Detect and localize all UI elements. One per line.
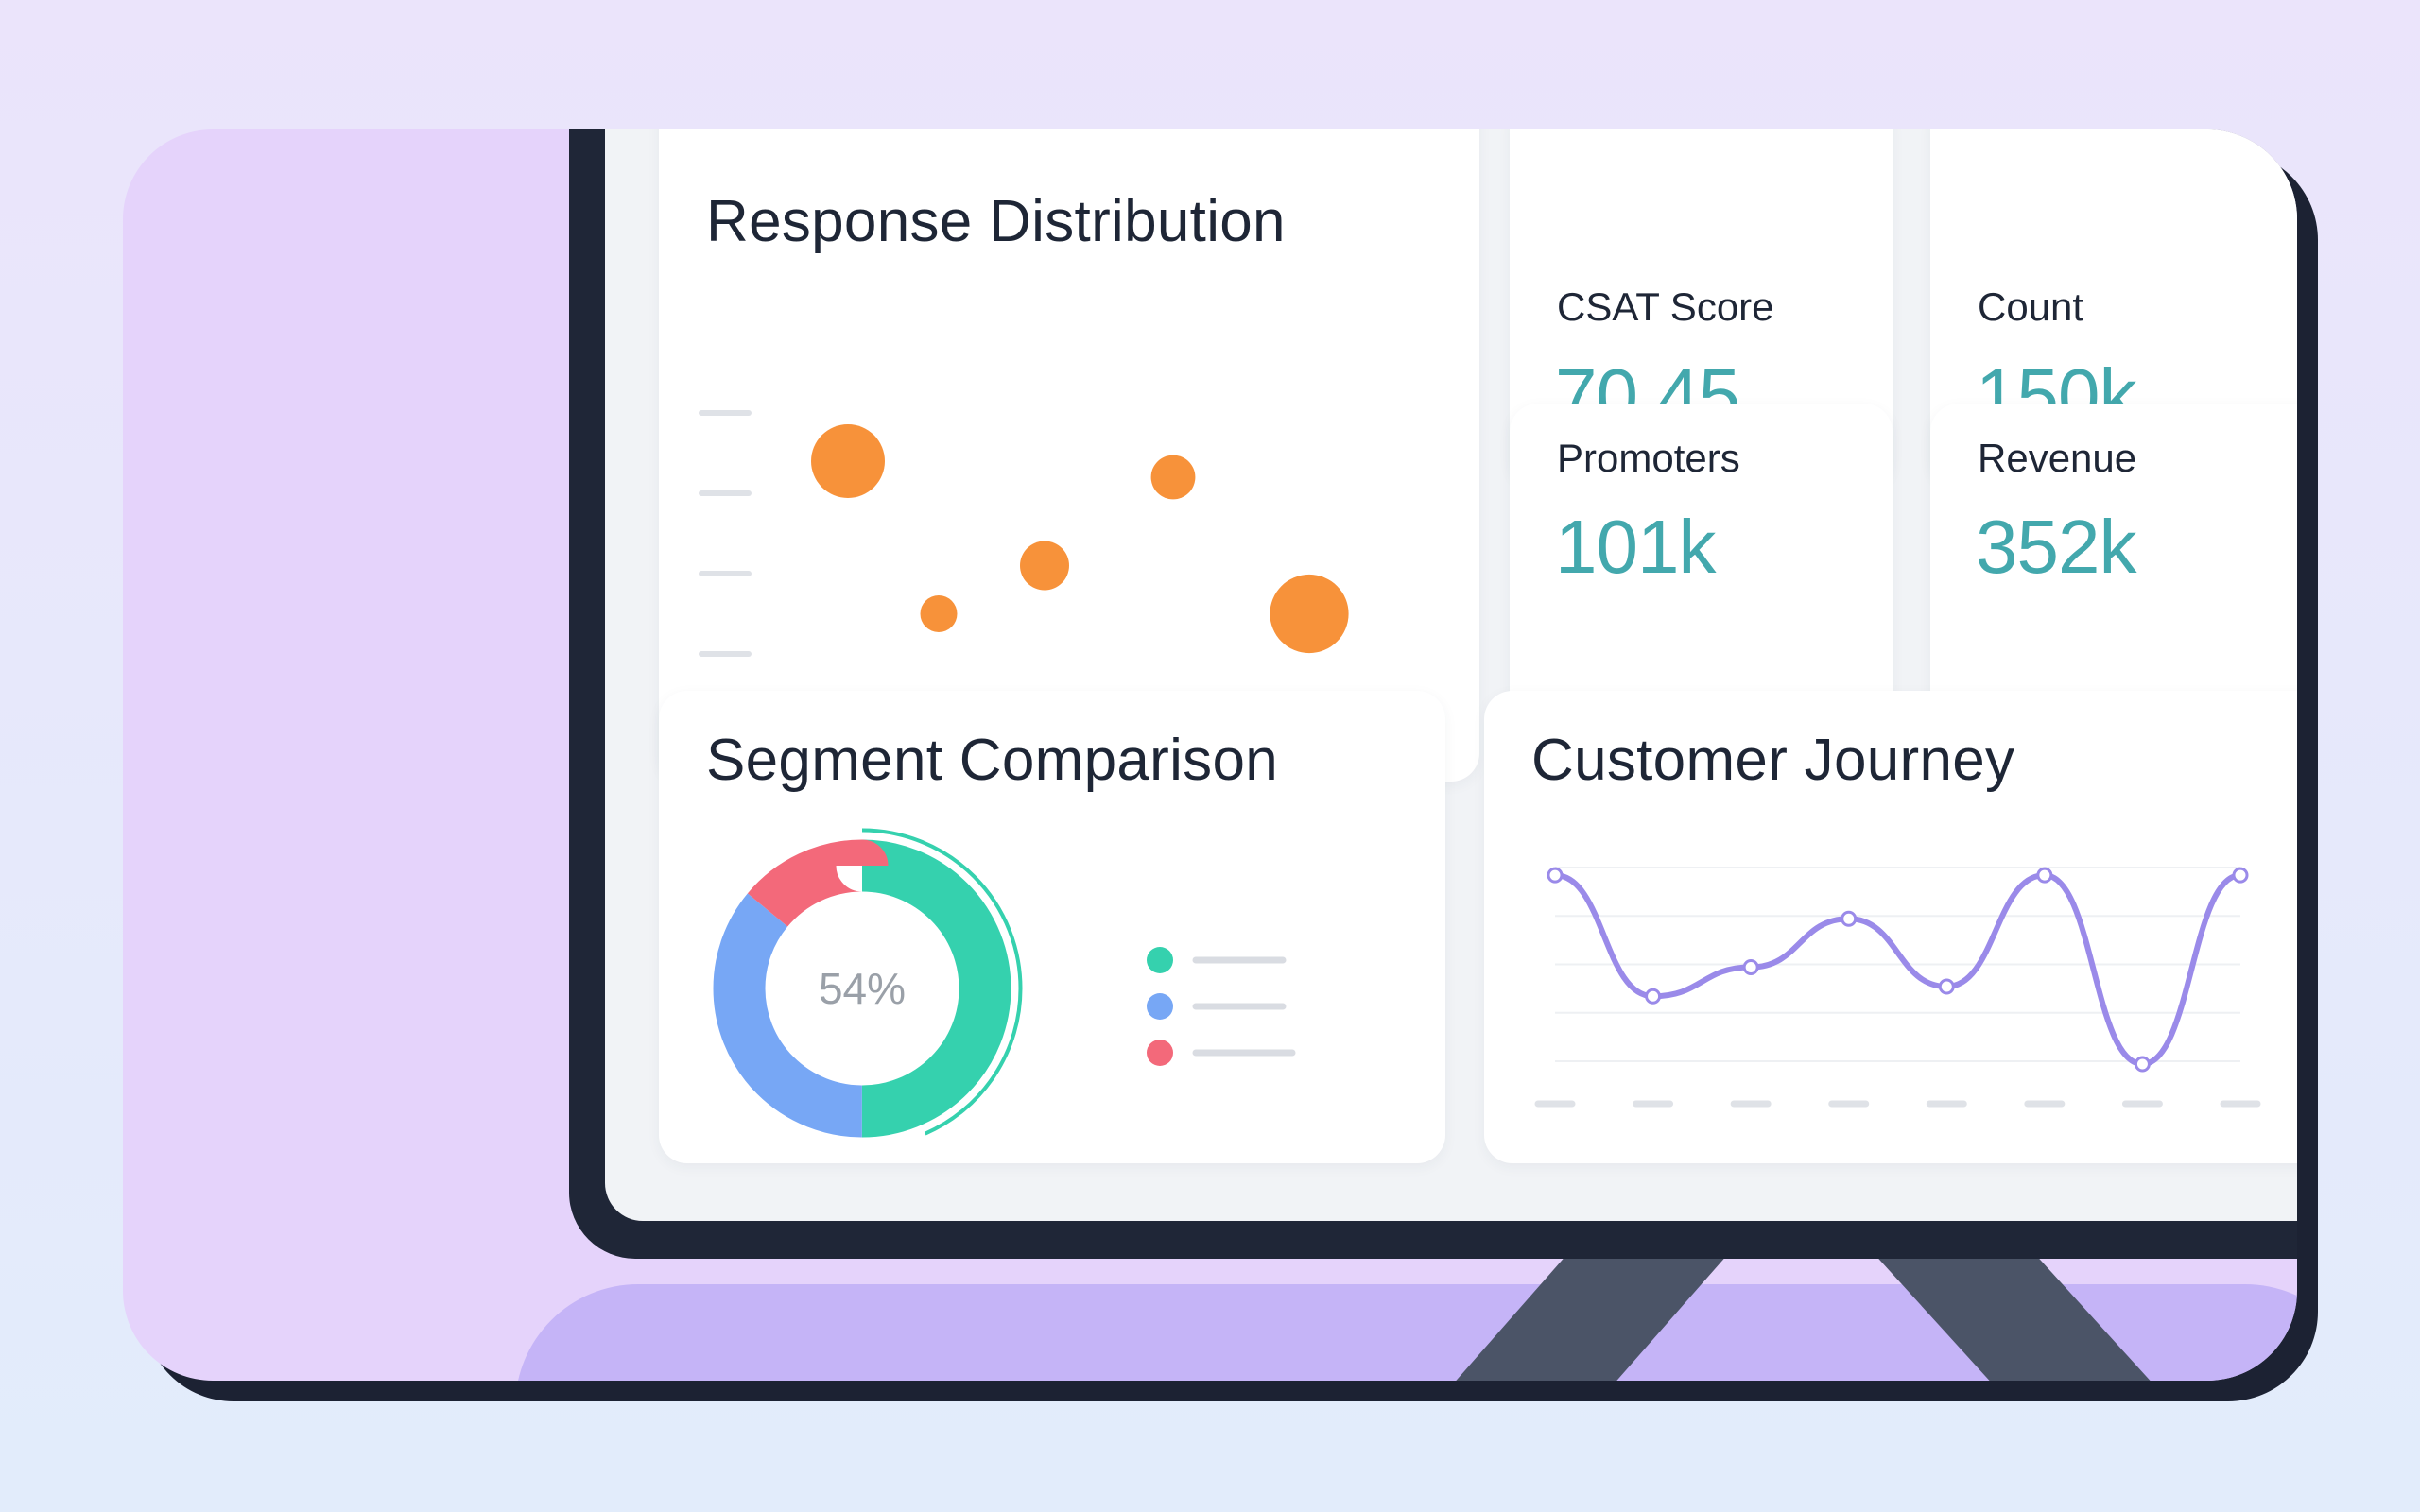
scatter-point xyxy=(1270,574,1349,654)
donut-slice xyxy=(713,839,1011,1138)
stat-label: Count xyxy=(1978,284,2084,329)
dashboard-screen: Response Distribution CSAT Score 70.45 C… xyxy=(605,129,2297,1221)
legend-swatch xyxy=(1147,947,1173,973)
line-point xyxy=(1547,867,1564,884)
segment-comparison-chart: 54% xyxy=(701,828,1296,1149)
line-point xyxy=(2232,867,2249,884)
donut-outer-ring xyxy=(701,828,1023,1149)
line-point xyxy=(1645,988,1662,1005)
customer-journey-card: Customer Journey xyxy=(1484,691,2297,1163)
monitor-stand xyxy=(1456,1230,2151,1381)
line-point xyxy=(1938,978,1955,995)
line-point xyxy=(1742,959,1759,975)
scatter-point xyxy=(1150,455,1196,500)
customer-journey-title: Customer Journey xyxy=(1531,728,2015,793)
customer-journey-chart xyxy=(1534,867,2261,1108)
stat-value: 352k xyxy=(1976,505,2136,589)
stat-label: Promoters xyxy=(1557,436,1740,480)
donut-center-label: 54% xyxy=(819,964,906,1013)
donut-slice xyxy=(713,839,1011,1138)
monitor: Response Distribution CSAT Score 70.45 C… xyxy=(569,129,2297,1259)
response-distribution-title: Response Distribution xyxy=(706,189,1286,254)
line-point xyxy=(1841,910,1858,927)
scatter-point xyxy=(1020,541,1069,591)
response-distribution-chart xyxy=(699,410,1415,737)
stat-value: 101k xyxy=(1555,505,1716,589)
scatter-point xyxy=(920,595,958,632)
segment-comparison-card: Segment Comparison 54% xyxy=(659,691,1445,1163)
response-distribution-card: Response Distribution xyxy=(659,129,1479,782)
segment-comparison-title: Segment Comparison xyxy=(706,728,1279,793)
scatter-point xyxy=(811,424,885,498)
legend-swatch xyxy=(1147,1040,1173,1066)
stat-label: Revenue xyxy=(1978,436,2137,480)
line-point xyxy=(2134,1056,2151,1073)
legend-swatch xyxy=(1147,993,1173,1020)
stat-label: CSAT Score xyxy=(1557,284,1774,329)
illustration-backdrop: Response Distribution CSAT Score 70.45 C… xyxy=(123,129,2297,1381)
line-point xyxy=(2036,867,2053,884)
series-line xyxy=(1552,872,2243,1068)
